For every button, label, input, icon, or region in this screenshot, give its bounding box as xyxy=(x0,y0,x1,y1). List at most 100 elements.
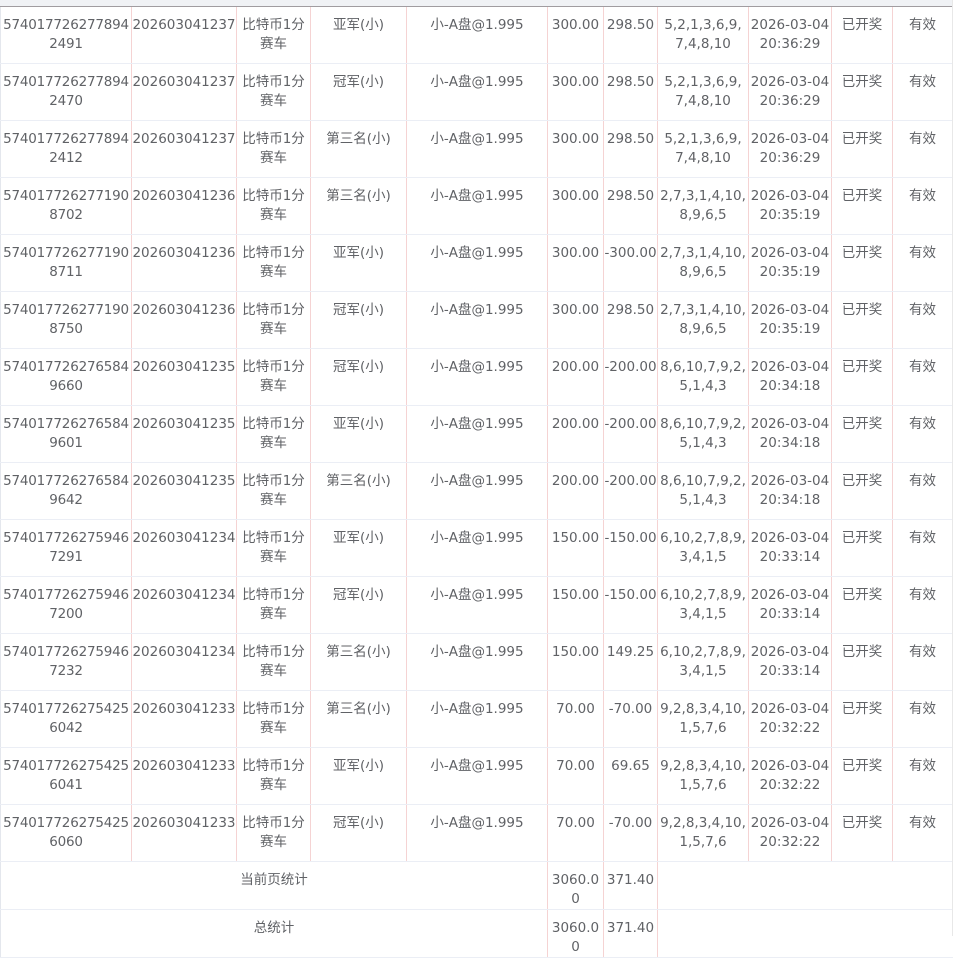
cell-id: 5740177262771908711 xyxy=(0,234,132,292)
cell-game: 比特币1分赛车 xyxy=(236,747,311,805)
cell-valid: 有效 xyxy=(892,177,953,235)
cell-bet: 第三名(小) xyxy=(310,177,407,235)
cell-issue: 202603041234 xyxy=(131,633,237,691)
cell-status: 已开奖 xyxy=(831,234,893,292)
cell-odds: 小-A盘@1.995 xyxy=(406,633,548,691)
cell-result: 8,6,10,7,9,2,5,1,4,3 xyxy=(657,348,749,406)
cell-amount: 300.00 xyxy=(547,120,604,178)
cell-status: 已开奖 xyxy=(831,405,893,463)
cell-odds: 小-A盘@1.995 xyxy=(406,177,548,235)
cell-bet: 冠军(小) xyxy=(310,291,407,349)
table-row: 5740177262759467291 202603041234 比特币1分赛车 亚军… xyxy=(0,519,953,577)
cell-odds: 小-A盘@1.995 xyxy=(406,7,548,64)
cell-odds: 小-A盘@1.995 xyxy=(406,348,548,406)
cell-issue: 202603041234 xyxy=(131,519,237,577)
cell-time: 2026-03-04 20:32:22 xyxy=(748,747,832,805)
cell-game: 比特币1分赛车 xyxy=(236,120,311,178)
cell-id: 5740177262759467200 xyxy=(0,576,132,634)
cell-issue: 202603041233 xyxy=(131,747,237,805)
cell-result: 5,2,1,3,6,9,7,4,8,10 xyxy=(657,120,749,178)
cell-issue: 202603041233 xyxy=(131,690,237,748)
total-summary-amount: 3060.00 xyxy=(547,909,604,958)
table-row: 5740177262765849601 202603041235 比特币1分赛车 亚军… xyxy=(0,405,953,463)
cell-game: 比特币1分赛车 xyxy=(236,234,311,292)
cell-result: 6,10,2,7,8,9,3,4,1,5 xyxy=(657,519,749,577)
cell-win: 298.50 xyxy=(603,7,658,64)
cell-issue: 202603041234 xyxy=(131,576,237,634)
cell-status: 已开奖 xyxy=(831,690,893,748)
cell-result: 5,2,1,3,6,9,7,4,8,10 xyxy=(657,63,749,121)
cell-valid: 有效 xyxy=(892,405,953,463)
cell-time: 2026-03-04 20:33:14 xyxy=(748,519,832,577)
cell-id: 5740177262765849642 xyxy=(0,462,132,520)
cell-win: -200.00 xyxy=(603,462,658,520)
cell-issue: 202603041237 xyxy=(131,63,237,121)
cell-win: -200.00 xyxy=(603,348,658,406)
cell-time: 2026-03-04 20:33:14 xyxy=(748,633,832,691)
table-row: 5740177262771908750 202603041236 比特币1分赛车 冠军… xyxy=(0,291,953,349)
cell-status: 已开奖 xyxy=(831,804,893,862)
cell-valid: 有效 xyxy=(892,234,953,292)
cell-odds: 小-A盘@1.995 xyxy=(406,63,548,121)
cell-valid: 有效 xyxy=(892,690,953,748)
cell-game: 比特币1分赛车 xyxy=(236,405,311,463)
table-row: 5740177262759467200 202603041234 比特币1分赛车 冠军… xyxy=(0,576,953,634)
cell-issue: 202603041235 xyxy=(131,348,237,406)
table-row: 5740177262771908702 202603041236 比特币1分赛车 第三… xyxy=(0,177,953,235)
cell-amount: 70.00 xyxy=(547,804,604,862)
cell-valid: 有效 xyxy=(892,747,953,805)
page-summary-row: 当前页统计 3060.00 371.40 xyxy=(0,861,953,910)
page-summary-label: 当前页统计 xyxy=(0,861,548,910)
cell-valid: 有效 xyxy=(892,462,953,520)
table-row: 5740177262778942412 202603041237 比特币1分赛车 第三… xyxy=(0,120,953,178)
cell-bet: 冠军(小) xyxy=(310,63,407,121)
cell-odds: 小-A盘@1.995 xyxy=(406,405,548,463)
cell-game: 比特币1分赛车 xyxy=(236,690,311,748)
cell-issue: 202603041237 xyxy=(131,7,237,64)
total-summary-win: 371.40 xyxy=(603,909,658,958)
cell-time: 2026-03-04 20:36:29 xyxy=(748,63,832,121)
bet-records-table: 5740177262778942491 202603041237 比特币1分赛车 亚军… xyxy=(0,7,953,958)
cell-odds: 小-A盘@1.995 xyxy=(406,234,548,292)
page-summary-amount: 3060.00 xyxy=(547,861,604,910)
cell-bet: 亚军(小) xyxy=(310,405,407,463)
cell-game: 比特币1分赛车 xyxy=(236,462,311,520)
cell-amount: 70.00 xyxy=(547,690,604,748)
cell-amount: 300.00 xyxy=(547,234,604,292)
cell-issue: 202603041236 xyxy=(131,291,237,349)
cell-odds: 小-A盘@1.995 xyxy=(406,747,548,805)
table-row: 5740177262771908711 202603041236 比特币1分赛车 亚军… xyxy=(0,234,953,292)
cell-valid: 有效 xyxy=(892,633,953,691)
cell-game: 比特币1分赛车 xyxy=(236,291,311,349)
cell-win: -70.00 xyxy=(603,804,658,862)
cell-game: 比特币1分赛车 xyxy=(236,576,311,634)
table-row: 5740177262778942470 202603041237 比特币1分赛车 冠军… xyxy=(0,63,953,121)
table-row: 5740177262754256041 202603041233 比特币1分赛车 亚军… xyxy=(0,747,953,805)
cell-amount: 200.00 xyxy=(547,348,604,406)
cell-bet: 第三名(小) xyxy=(310,120,407,178)
cell-issue: 202603041237 xyxy=(131,120,237,178)
cell-issue: 202603041235 xyxy=(131,462,237,520)
cell-id: 5740177262754256060 xyxy=(0,804,132,862)
cell-issue: 202603041236 xyxy=(131,234,237,292)
cell-odds: 小-A盘@1.995 xyxy=(406,120,548,178)
cell-status: 已开奖 xyxy=(831,519,893,577)
cell-bet: 第三名(小) xyxy=(310,633,407,691)
table-row: 5740177262754256060 202603041233 比特币1分赛车 冠军… xyxy=(0,804,953,862)
table-row: 5740177262765849642 202603041235 比特币1分赛车 第三… xyxy=(0,462,953,520)
cell-id: 5740177262771908750 xyxy=(0,291,132,349)
cell-amount: 70.00 xyxy=(547,747,604,805)
cell-id: 5740177262778942470 xyxy=(0,63,132,121)
cell-result: 9,2,8,3,4,10,1,5,7,6 xyxy=(657,804,749,862)
table-row: 5740177262759467232 202603041234 比特币1分赛车 第三… xyxy=(0,633,953,691)
cell-result: 2,7,3,1,4,10,8,9,6,5 xyxy=(657,177,749,235)
cell-game: 比特币1分赛车 xyxy=(236,519,311,577)
cell-status: 已开奖 xyxy=(831,747,893,805)
cell-odds: 小-A盘@1.995 xyxy=(406,804,548,862)
cell-game: 比特币1分赛车 xyxy=(236,177,311,235)
cell-time: 2026-03-04 20:34:18 xyxy=(748,348,832,406)
cell-win: -150.00 xyxy=(603,519,658,577)
cell-id: 5740177262765849601 xyxy=(0,405,132,463)
cell-status: 已开奖 xyxy=(831,291,893,349)
cell-valid: 有效 xyxy=(892,804,953,862)
